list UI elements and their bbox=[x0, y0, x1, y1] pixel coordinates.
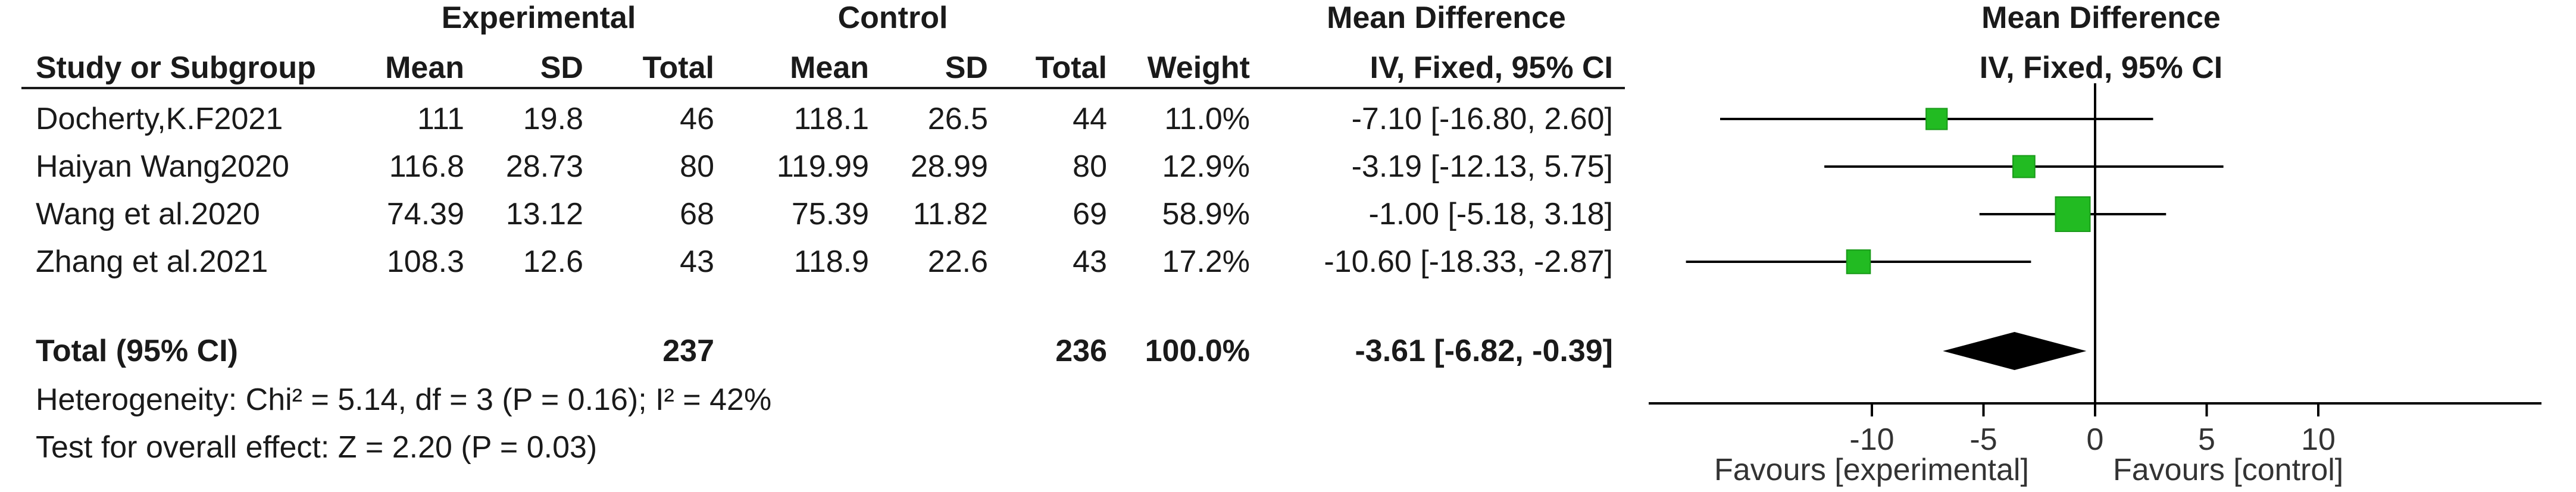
study-name: Wang et al.2020 bbox=[36, 197, 260, 231]
favours-control-label: Favours [control] bbox=[2113, 453, 2344, 487]
ctl-mean: 119.99 bbox=[776, 149, 869, 184]
exp-sd: 13.12 bbox=[505, 197, 583, 231]
col-header-ctl-total: Total bbox=[1035, 51, 1107, 85]
ci-text: -10.60 [-18.33, -2.87] bbox=[1324, 245, 1613, 279]
exp-mean: 111 bbox=[417, 102, 464, 136]
weight: 12.9% bbox=[1162, 149, 1250, 184]
x-tick-label: 0 bbox=[2087, 422, 2104, 457]
plot-header-subtitle: IV, Fixed, 95% CI bbox=[1979, 51, 2223, 85]
pooled-diamond bbox=[1943, 332, 2087, 370]
ctl-total: 69 bbox=[1073, 197, 1107, 231]
col-header-exp-mean: Mean bbox=[385, 51, 464, 85]
exp-total: 43 bbox=[680, 245, 714, 279]
col-header-ctl-mean: Mean bbox=[790, 51, 869, 85]
weight: 17.2% bbox=[1162, 245, 1250, 279]
ci-text: -7.10 [-16.80, 2.60] bbox=[1351, 102, 1613, 136]
exp-total: 68 bbox=[680, 197, 714, 231]
col-header-ctl-sd: SD bbox=[945, 51, 988, 85]
study-name: Zhang et al.2021 bbox=[36, 245, 268, 279]
study-name: Docherty,K.F2021 bbox=[36, 102, 283, 136]
group-header-control: Control bbox=[837, 1, 948, 35]
total-ctl: 236 bbox=[1055, 334, 1107, 368]
col-header-weight: Weight bbox=[1147, 51, 1250, 85]
ctl-total: 43 bbox=[1073, 245, 1107, 279]
ci-text: -1.00 [-5.18, 3.18] bbox=[1368, 197, 1614, 231]
exp-total: 46 bbox=[680, 102, 714, 136]
exp-sd: 19.8 bbox=[523, 102, 583, 136]
x-tick-label: 10 bbox=[2301, 422, 2336, 457]
ctl-mean: 118.9 bbox=[793, 245, 869, 279]
plot-header-title: Mean Difference bbox=[1981, 1, 2221, 35]
x-tick-label: -5 bbox=[1969, 422, 1997, 457]
study-name: Haiyan Wang2020 bbox=[36, 149, 289, 184]
exp-mean: 108.3 bbox=[386, 245, 464, 279]
group-header-experimental: Experimental bbox=[441, 1, 636, 35]
x-tick-label: 5 bbox=[2198, 422, 2215, 457]
exp-sd: 28.73 bbox=[505, 149, 583, 184]
col-header-md: IV, Fixed, 95% CI bbox=[1370, 51, 1613, 85]
overall-effect-text: Test for overall effect: Z = 2.20 (P = 0… bbox=[36, 430, 598, 465]
col-header-study: Study or Subgroup bbox=[36, 51, 316, 85]
ctl-sd: 28.99 bbox=[910, 149, 988, 184]
ctl-mean: 118.1 bbox=[793, 102, 869, 136]
total-weight: 100.0% bbox=[1145, 334, 1250, 368]
exp-total: 80 bbox=[680, 149, 714, 184]
total-label: Total (95% CI) bbox=[36, 334, 238, 368]
effect-marker bbox=[2055, 196, 2091, 232]
ctl-total: 80 bbox=[1073, 149, 1107, 184]
exp-sd: 12.6 bbox=[523, 245, 583, 279]
x-tick-label: -10 bbox=[1849, 422, 1894, 457]
ctl-total: 44 bbox=[1073, 102, 1107, 136]
ctl-mean: 75.39 bbox=[791, 197, 869, 231]
total-exp: 237 bbox=[662, 334, 714, 368]
col-header-exp-total: Total bbox=[642, 51, 714, 85]
group-header-mean-difference: Mean Difference bbox=[1327, 1, 1566, 35]
effect-marker bbox=[2012, 155, 2036, 178]
ci-text: -3.19 [-12.13, 5.75] bbox=[1351, 149, 1613, 184]
ctl-sd: 26.5 bbox=[927, 102, 988, 136]
weight: 11.0% bbox=[1164, 102, 1250, 136]
effect-marker bbox=[1846, 249, 1871, 274]
weight: 58.9% bbox=[1162, 197, 1250, 231]
heterogeneity-text: Heterogeneity: Chi² = 5.14, df = 3 (P = … bbox=[36, 383, 772, 417]
effect-marker bbox=[1925, 108, 1948, 130]
ctl-sd: 11.82 bbox=[912, 197, 988, 231]
exp-mean: 74.39 bbox=[386, 197, 464, 231]
col-header-exp-sd: SD bbox=[540, 51, 583, 85]
header-rule bbox=[21, 87, 1625, 89]
ctl-sd: 22.6 bbox=[927, 245, 988, 279]
favours-experimental-label: Favours [experimental] bbox=[1714, 453, 2029, 487]
total-ci: -3.61 [-6.82, -0.39] bbox=[1355, 334, 1613, 368]
exp-mean: 116.8 bbox=[389, 149, 464, 184]
